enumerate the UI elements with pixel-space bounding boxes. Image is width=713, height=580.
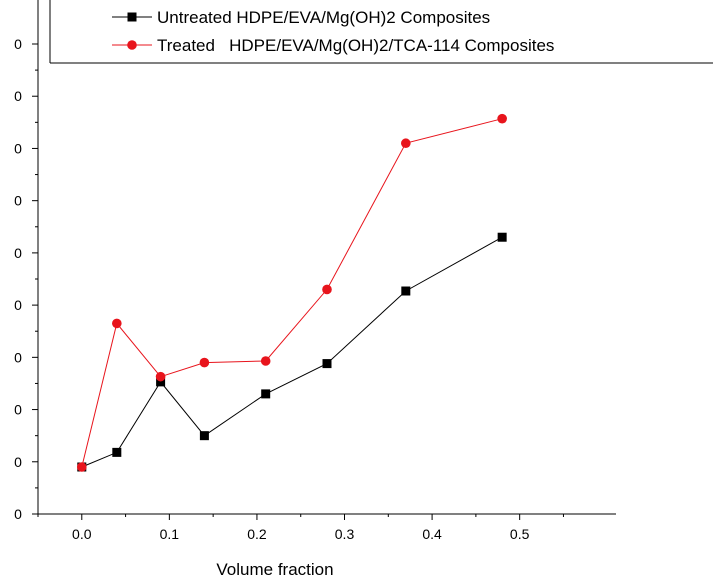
data-point <box>497 232 507 242</box>
data-point <box>156 377 166 387</box>
legend-label: Untreated HDPE/EVA/Mg(OH)2 Composites <box>157 8 490 27</box>
axes <box>37 0 616 515</box>
data-point <box>401 286 411 296</box>
y-tick-label: 0 <box>14 140 22 156</box>
x-tick-label: 0.2 <box>247 526 267 542</box>
x-tick-label: 0.1 <box>160 526 180 542</box>
series-layer <box>76 113 507 472</box>
data-point <box>76 462 87 472</box>
data-point <box>322 359 332 369</box>
x-tick-label: 0.4 <box>422 526 442 542</box>
x-tick-label: 0.3 <box>335 526 355 542</box>
series-line <box>81 236 503 468</box>
x-axis-label: Volume fraction <box>216 560 333 579</box>
data-point <box>112 318 122 329</box>
data-point <box>261 389 271 399</box>
series-line <box>81 118 503 468</box>
series-2 <box>76 113 507 472</box>
data-point <box>497 113 507 124</box>
legend-label: Treated HDPE/EVA/Mg(OH)2/TCA-114 Composi… <box>157 36 554 55</box>
legend-entry-2: Treated HDPE/EVA/Mg(OH)2/TCA-114 Composi… <box>112 36 554 55</box>
x-tick-label: 0.0 <box>72 526 92 542</box>
data-point <box>401 138 411 149</box>
y-tick-label: 0 <box>14 349 22 365</box>
legend-marker <box>127 12 137 22</box>
legend: Untreated HDPE/EVA/Mg(OH)2 Composites Tre… <box>49 0 713 64</box>
y-tick-label: 0 <box>14 297 22 313</box>
x-tick-label: 0.5 <box>510 526 530 542</box>
data-point <box>322 284 332 295</box>
y-tick-label: 0 <box>14 506 22 522</box>
y-tick-label: 0 <box>14 36 22 52</box>
ticks: 0.0 0.1 0.2 0.3 0.4 0.5 0 0 0 0 0 0 0 0 0 0 <box>14 36 564 542</box>
series-1 <box>77 232 507 472</box>
y-tick-label: 0 <box>14 454 22 470</box>
legend-marker <box>127 40 137 50</box>
legend-entry-1: Untreated HDPE/EVA/Mg(OH)2 Composites <box>112 8 490 27</box>
y-tick-label: 0 <box>14 88 22 104</box>
data-point <box>260 356 271 366</box>
data-point <box>155 371 166 382</box>
data-point <box>199 357 210 368</box>
y-tick-label: 0 <box>14 402 22 418</box>
data-point <box>199 431 209 441</box>
y-tick-label: 0 <box>14 193 22 209</box>
data-point <box>112 447 122 457</box>
y-tick-label: 0 <box>14 245 22 261</box>
